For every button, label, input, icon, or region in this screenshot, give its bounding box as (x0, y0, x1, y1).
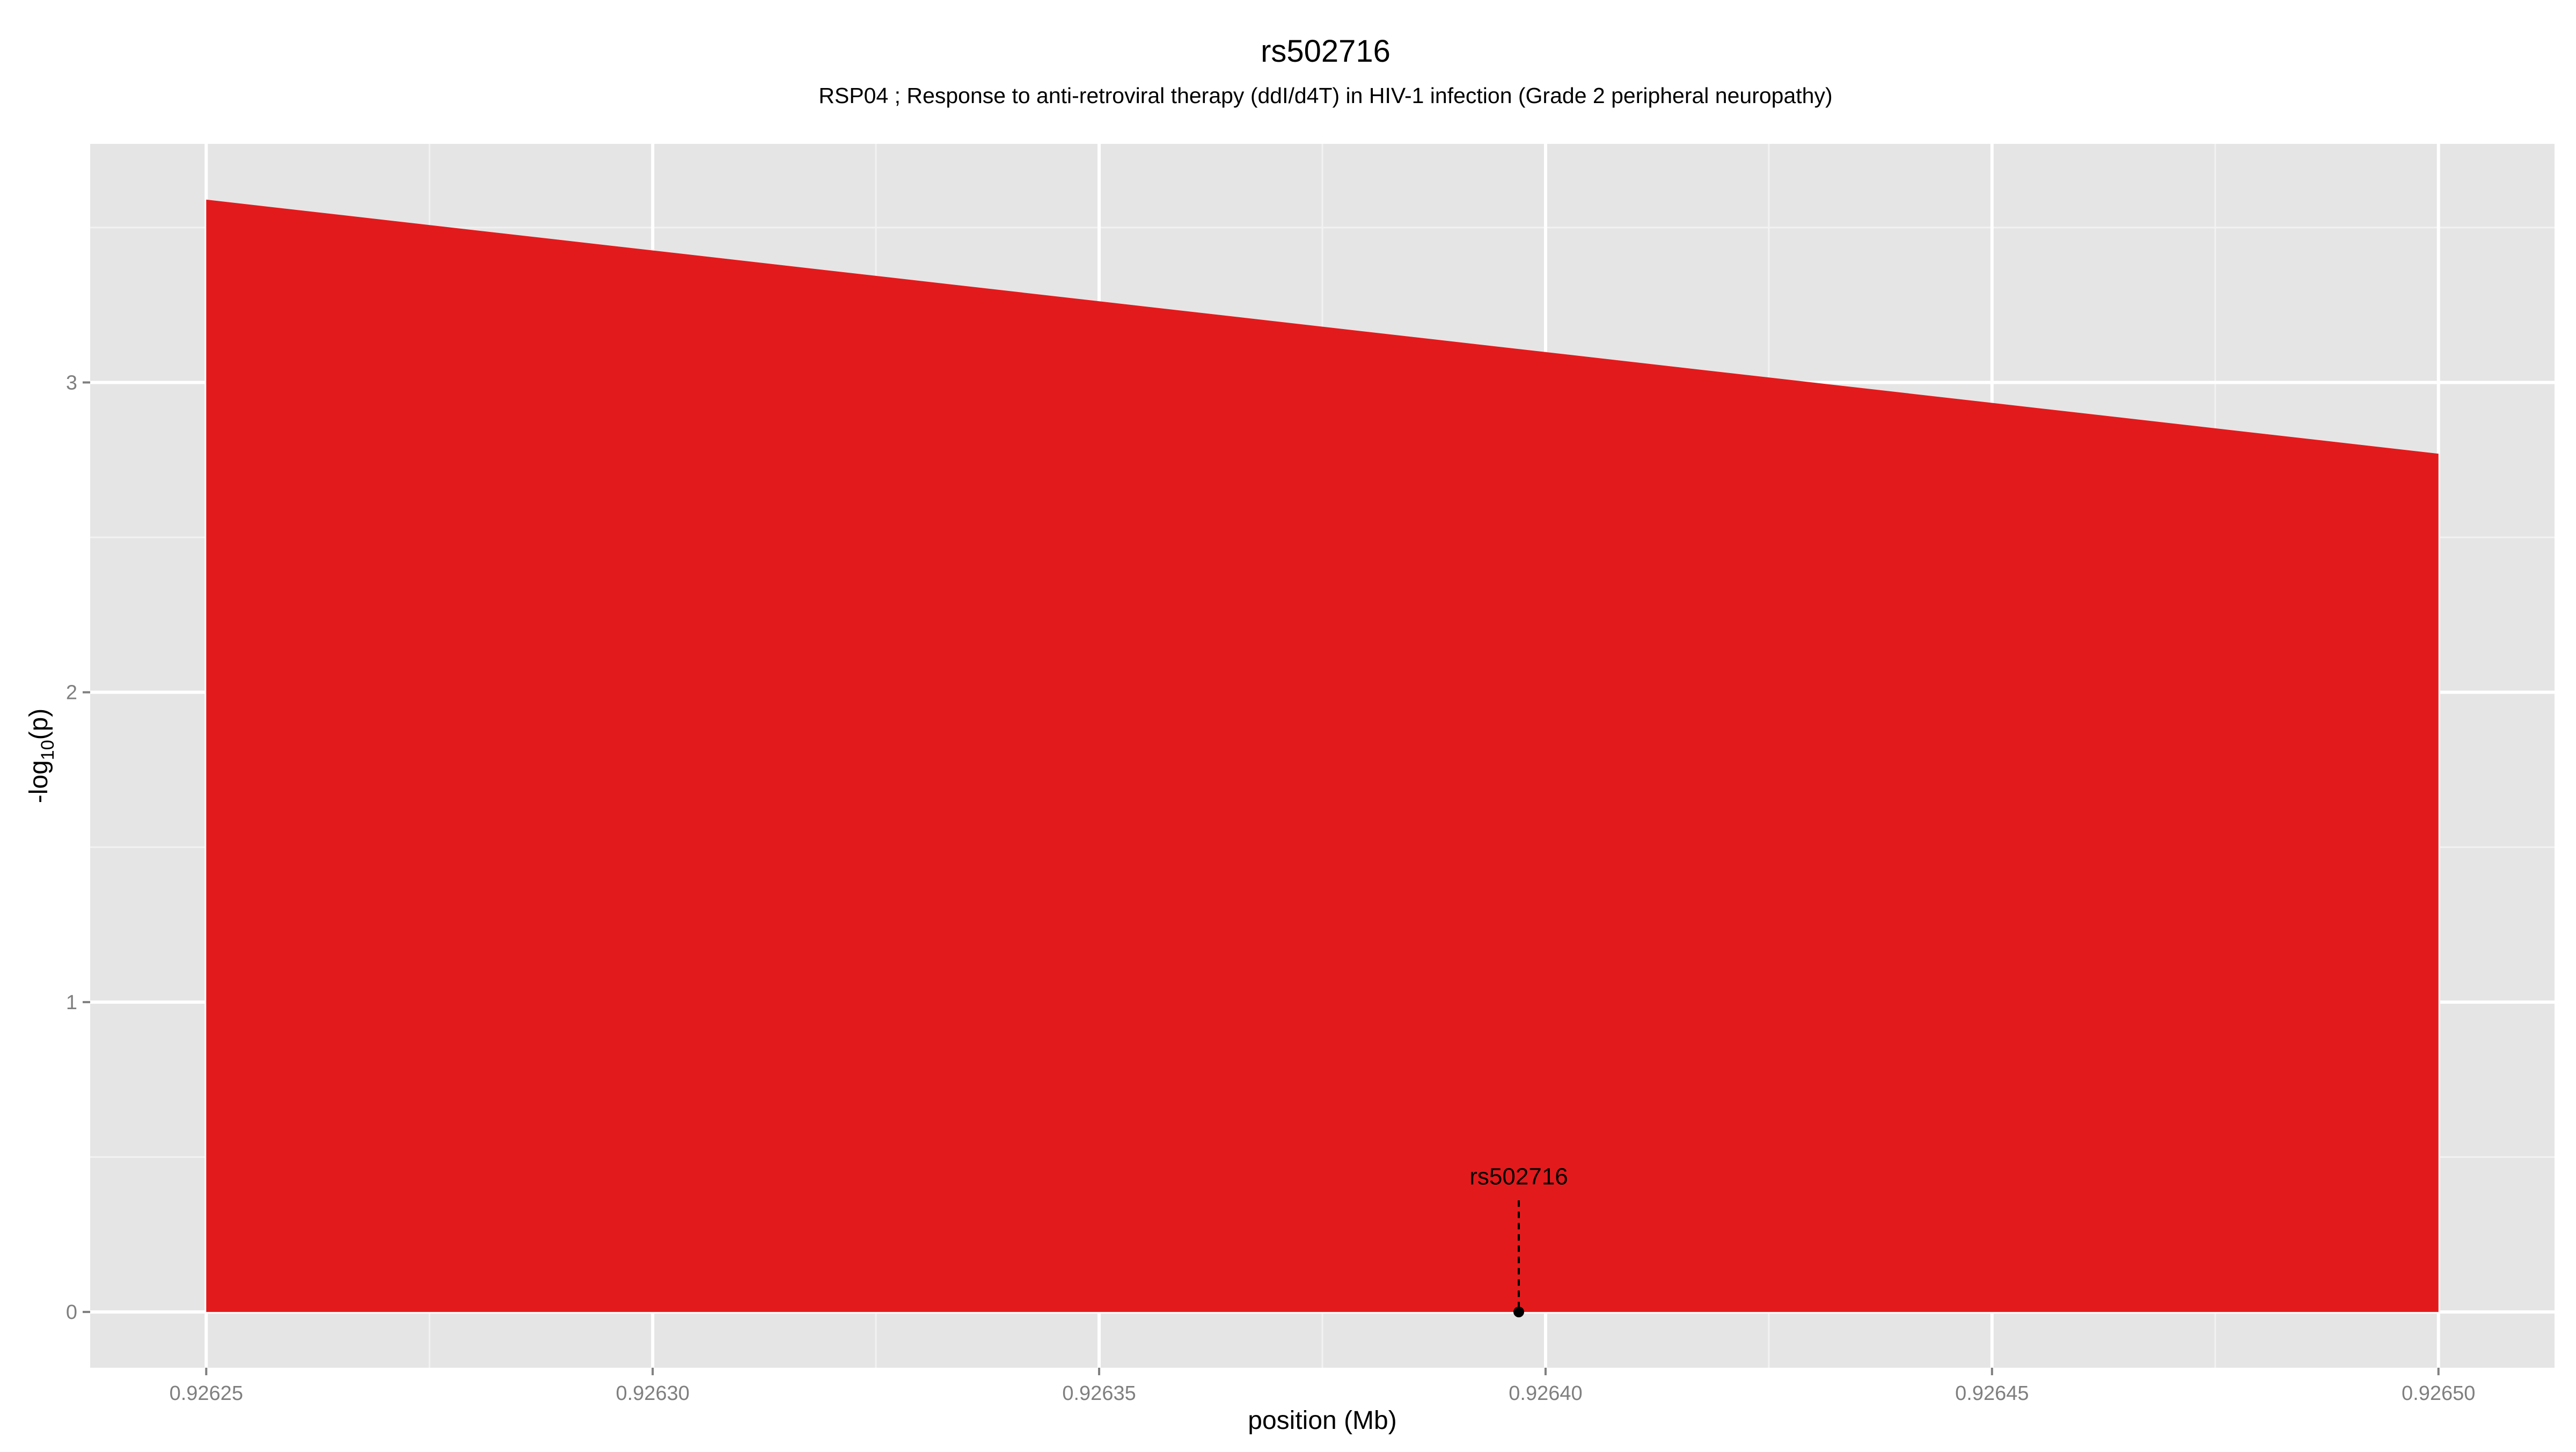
chart-subtitle: RSP04 ; Response to anti-retroviral ther… (818, 83, 1832, 108)
x-tick-label: 0.92630 (616, 1382, 689, 1405)
data-layer (206, 199, 2439, 1312)
y-axis-label-subscript: 10 (38, 740, 58, 760)
chart-title: rs502716 (1261, 34, 1391, 69)
annotation-label: rs502716 (1469, 1163, 1568, 1190)
y-tick-label: 3 (66, 371, 77, 394)
annotation-point (1513, 1307, 1525, 1318)
area-series (206, 199, 2439, 1312)
y-axis-label-tail: (p) (25, 709, 53, 740)
y-axis-label: -log10(p) (25, 709, 58, 804)
x-tick-label: 0.92640 (1509, 1382, 1582, 1405)
y-axis: 0 1 2 3 (66, 371, 90, 1324)
x-tick-label: 0.92635 (1062, 1382, 1136, 1405)
x-tick-label: 0.92625 (170, 1382, 243, 1405)
x-tick-label: 0.92650 (2402, 1382, 2475, 1405)
y-tick-label: 0 (66, 1301, 77, 1324)
x-tick-label: 0.92645 (1955, 1382, 2029, 1405)
annotation-layer: rs502716 (1469, 1163, 1568, 1318)
y-tick-label: 1 (66, 991, 77, 1014)
y-axis-label-main: -log (25, 760, 53, 803)
y-tick-label: 2 (66, 682, 77, 704)
x-axis: 0.92625 0.92630 0.92635 0.92640 0.92645 0.926… (170, 1368, 2475, 1405)
x-axis-label: position (Mb) (1248, 1406, 1396, 1435)
